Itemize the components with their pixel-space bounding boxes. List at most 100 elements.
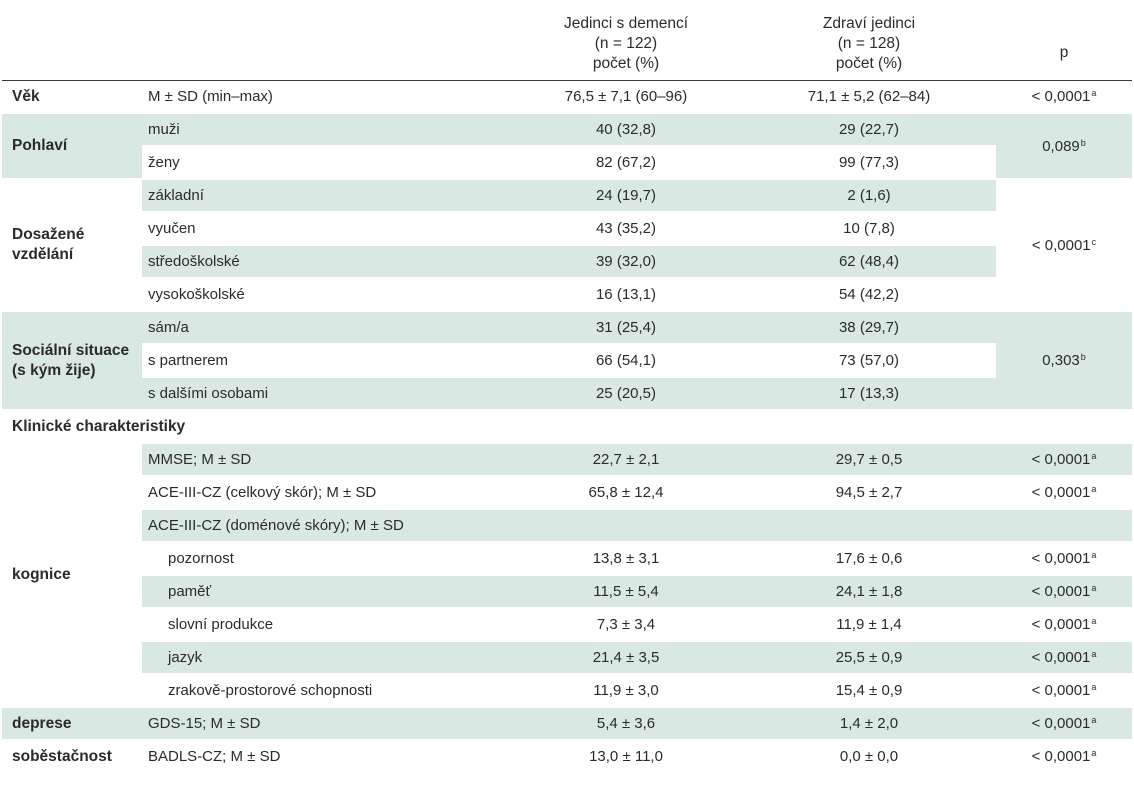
dementia-value: 43 (35,2) [510,213,742,246]
row-label: paměť [142,576,510,609]
header-dementia: Jedinci s demencí (n = 122) počet (%) [510,14,742,81]
dementia-value: 22,7 ± 2,1 [510,444,742,477]
dementia-value: 21,4 ± 3,5 [510,642,742,675]
healthy-value: 17 (13,3) [742,378,996,411]
table-row: deprese GDS-15; M ± SD 5,4 ± 3,6 1,4 ± 2… [2,708,1132,741]
row-label: ženy [142,147,510,180]
dementia-value: 16 (13,1) [510,279,742,312]
dementia-value [510,510,742,543]
p-value: < 0,0001a [996,609,1132,642]
table-row: ženy 82 (67,2) 99 (77,3) [2,147,1132,180]
row-label: MMSE; M ± SD [142,444,510,477]
table-row: Věk M ± SD (min–max) 76,5 ± 7,1 (60–96) … [2,81,1132,114]
table-row: zrakově-prostorové schopnosti 11,9 ± 3,0… [2,675,1132,708]
dementia-value: 13,0 ± 11,0 [510,741,742,774]
p-value: < 0,0001a [996,543,1132,576]
healthy-value: 10 (7,8) [742,213,996,246]
row-label: GDS-15; M ± SD [142,708,510,741]
dementia-value: 11,9 ± 3,0 [510,675,742,708]
healthy-value: 29 (22,7) [742,114,996,147]
table-row: ACE-III-CZ (celkový skór); M ± SD 65,8 ±… [2,477,1132,510]
category-label: Dosažené vzdělání [2,180,142,312]
healthy-value: 99 (77,3) [742,147,996,180]
dementia-value: 76,5 ± 7,1 (60–96) [510,81,742,114]
dementia-value: 39 (32,0) [510,246,742,279]
header-p: p [996,14,1132,81]
healthy-value: 11,9 ± 1,4 [742,609,996,642]
header-empty-1 [2,14,142,81]
table-row: vyučen 43 (35,2) 10 (7,8) [2,213,1132,246]
p-value: < 0,0001a [996,741,1132,774]
header-healthy: Zdraví jedinci (n = 128) počet (%) [742,14,996,81]
category-label: kognice [2,444,142,708]
healthy-value: 94,5 ± 2,7 [742,477,996,510]
p-value [996,510,1132,543]
table-row: Dosažené vzdělání základní 24 (19,7) 2 (1… [2,180,1132,312]
characteristics-table: Jedinci s demencí (n = 122) počet (%) Zd… [2,14,1132,774]
p-value: < 0,0001a [996,708,1132,741]
dementia-value: 65,8 ± 12,4 [510,477,742,510]
dementia-value: 40 (32,8) [510,114,742,147]
healthy-value: 15,4 ± 0,9 [742,675,996,708]
table-row: slovní produkce 7,3 ± 3,4 11,9 ± 1,4 < 0… [2,609,1132,642]
header-empty-2 [142,14,510,81]
table-row: soběstačnost BADLS-CZ; M ± SD 13,0 ± 11,… [2,741,1132,774]
row-label: slovní produkce [142,609,510,642]
healthy-value: 17,6 ± 0,6 [742,543,996,576]
row-label: ACE-III-CZ (celkový skór); M ± SD [142,477,510,510]
row-label: ACE-III-CZ (doménové skóry); M ± SD [142,510,510,543]
healthy-value: 71,1 ± 5,2 (62–84) [742,81,996,114]
table-row: vysokoškolské 16 (13,1) 54 (42,2) [2,279,1132,312]
table-row: pozornost 13,8 ± 3,1 17,6 ± 0,6 < 0,0001… [2,543,1132,576]
table-row: jazyk 21,4 ± 3,5 25,5 ± 0,9 < 0,0001a [2,642,1132,675]
row-label: muži [142,114,510,147]
healthy-value: 25,5 ± 0,9 [742,642,996,675]
p-value: < 0,0001a [996,675,1132,708]
table-row: kognice MMSE; M ± SD 22,7 ± 2,1 29,7 ± 0… [2,444,1132,708]
category-label: Věk [2,81,142,114]
table-row: Pohlaví muži 40 (32,8) 29 (22,7) 0,089b [2,114,1132,180]
row-label: vyučen [142,213,510,246]
table-row: Sociální situace (s kým žije) sám/a 31 (2… [2,312,1132,411]
p-value: 0,089b [996,114,1132,180]
healthy-value: 62 (48,4) [742,246,996,279]
section-heading-row: Klinické charakteristiky [2,411,1132,444]
dementia-value: 66 (54,1) [510,345,742,378]
healthy-value: 0,0 ± 0,0 [742,741,996,774]
p-value: < 0,0001a [996,642,1132,675]
dementia-value: 11,5 ± 5,4 [510,576,742,609]
row-label: jazyk [142,642,510,675]
row-label: sám/a [142,312,510,345]
row-label: zrakově-prostorové schopnosti [142,675,510,708]
dementia-value: 25 (20,5) [510,378,742,411]
row-label: vysokoškolské [142,279,510,312]
row-label: s dalšími osobami [142,378,510,411]
table-row: s partnerem 66 (54,1) 73 (57,0) [2,345,1132,378]
healthy-value: 73 (57,0) [742,345,996,378]
p-value: < 0,0001a [996,444,1132,477]
table-row: paměť 11,5 ± 5,4 24,1 ± 1,8 < 0,0001a [2,576,1132,609]
healthy-value: 1,4 ± 2,0 [742,708,996,741]
p-value: < 0,0001a [996,81,1132,114]
healthy-value: 29,7 ± 0,5 [742,444,996,477]
dementia-value: 24 (19,7) [510,180,742,213]
healthy-value: 24,1 ± 1,8 [742,576,996,609]
row-label: BADLS-CZ; M ± SD [142,741,510,774]
row-label: pozornost [142,543,510,576]
category-label: Sociální situace (s kým žije) [2,312,142,411]
row-label: středoškolské [142,246,510,279]
dementia-value: 31 (25,4) [510,312,742,345]
dementia-value: 5,4 ± 3,6 [510,708,742,741]
category-label: deprese [2,708,142,741]
table-row: středoškolské 39 (32,0) 62 (48,4) [2,246,1132,279]
dementia-value: 7,3 ± 3,4 [510,609,742,642]
dementia-value: 82 (67,2) [510,147,742,180]
category-label: Pohlaví [2,114,142,180]
p-value: < 0,0001a [996,576,1132,609]
p-value: 0,303b [996,312,1132,411]
category-label: soběstačnost [2,741,142,774]
table-row: ACE-III-CZ (doménové skóry); M ± SD [2,510,1132,543]
p-value: < 0,0001c [996,180,1132,312]
p-value: < 0,0001a [996,477,1132,510]
